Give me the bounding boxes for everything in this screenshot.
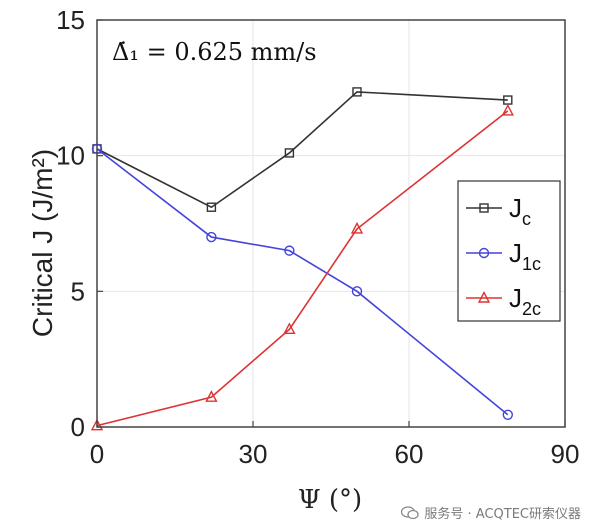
series-line-j1c bbox=[96, 148, 509, 416]
x-axis-label: Ψ (°) bbox=[298, 485, 362, 515]
data-point-jc bbox=[352, 87, 362, 97]
data-point-jc bbox=[284, 148, 295, 158]
y-tick-label: 10 bbox=[56, 141, 85, 171]
y-tick-label: 0 bbox=[71, 412, 85, 442]
y-axis-label: Critical J (J/m²) bbox=[27, 149, 58, 337]
data-point-j2c bbox=[501, 103, 514, 116]
wechat-icon bbox=[401, 505, 420, 519]
series-j1c bbox=[91, 143, 513, 420]
legend-label-j1c: J1c bbox=[509, 238, 541, 274]
annotation-text: Δ̇₁ = 0.625 mm/s bbox=[112, 38, 317, 66]
legend-marker-j1c bbox=[478, 247, 490, 259]
legend-marker-jc bbox=[479, 203, 489, 213]
series-line-jc bbox=[96, 91, 508, 209]
data-point-j1c bbox=[502, 409, 513, 420]
series-layer bbox=[90, 87, 514, 431]
y-tick-label: 15 bbox=[56, 5, 85, 35]
legend-marker-j2c bbox=[477, 290, 491, 303]
data-point-j1c bbox=[351, 286, 363, 297]
series-jc bbox=[92, 87, 513, 212]
legend: Jc J1c J2c bbox=[457, 180, 561, 322]
data-point-j2c bbox=[283, 322, 296, 335]
data-point-j1c bbox=[284, 245, 295, 256]
series-j2c bbox=[90, 103, 514, 431]
data-point-j2c bbox=[350, 221, 364, 234]
watermark-text: 服务号 · ACQTEC研索仪器 bbox=[424, 507, 581, 522]
watermark: 服务号 · ACQTEC研索仪器 bbox=[401, 503, 581, 522]
x-tick-label: 0 bbox=[90, 439, 104, 469]
data-point-j2c bbox=[90, 418, 104, 431]
plot-frame bbox=[96, 19, 566, 428]
series-line-j2c bbox=[96, 110, 509, 427]
x-tick-label: 60 bbox=[395, 439, 424, 469]
tick-labels: 0 30 60 90 0 5 10 15 bbox=[56, 5, 579, 469]
data-point-j2c bbox=[205, 390, 218, 402]
x-tick-label: 30 bbox=[239, 439, 268, 469]
legend-label-j2c: J2c bbox=[509, 283, 541, 319]
y-tick-label: 5 bbox=[71, 276, 85, 306]
data-point-jc bbox=[206, 202, 217, 212]
x-tick-label: 90 bbox=[551, 439, 580, 469]
data-point-j1c bbox=[206, 231, 217, 243]
legend-label-jc: Jc bbox=[509, 193, 531, 229]
